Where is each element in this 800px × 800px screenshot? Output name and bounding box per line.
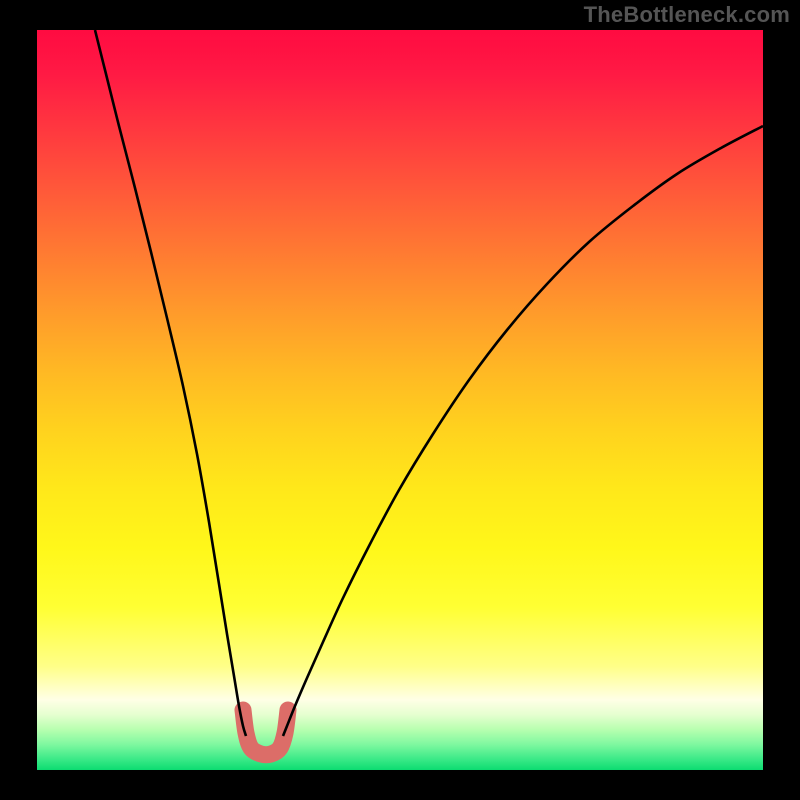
curve-left-branch — [95, 30, 246, 736]
curve-layer — [37, 30, 763, 770]
valley-indicator — [243, 710, 288, 755]
chart-frame: TheBottleneck.com — [0, 0, 800, 800]
curve-right-branch — [283, 126, 763, 736]
plot-area — [37, 30, 763, 770]
watermark-text: TheBottleneck.com — [584, 2, 790, 28]
